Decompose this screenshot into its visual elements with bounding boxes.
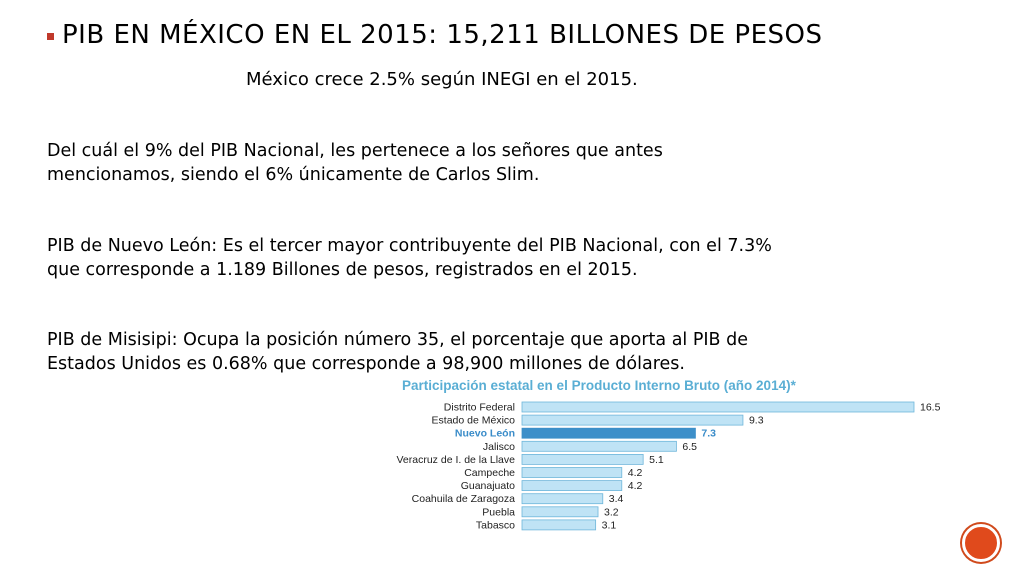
bar-value-label: 9.3 — [749, 415, 764, 427]
paragraph-line: Estados Unidos es 0.68% que corresponde … — [47, 354, 685, 374]
paragraph-line: que corresponde a 1.189 Billones de peso… — [47, 260, 638, 280]
slide-title-row: PIB EN MÉXICO EN EL 2015: 15,211 BILLONE… — [47, 20, 823, 50]
bar — [521, 480, 623, 491]
bar — [521, 519, 597, 531]
bar-value-label: 3.4 — [609, 493, 624, 505]
paragraph-2: PIB de Nuevo León: Es el tercer mayor co… — [47, 234, 772, 282]
bar-value-label: 4.2 — [628, 467, 643, 479]
paragraph-line: mencionamos, siendo el 6% únicamente de … — [47, 165, 540, 185]
bar — [521, 467, 623, 478]
gdp-bar-chart: Participación estatal en el Producto Int… — [360, 375, 960, 550]
category-label: Campeche — [464, 467, 515, 479]
category-label: Guanajuato — [461, 480, 515, 492]
category-label: Coahuila de Zaragoza — [412, 493, 515, 505]
bar-value-label: 3.2 — [604, 506, 619, 518]
paragraph-3: PIB de Misisipi: Ocupa la posición númer… — [47, 328, 748, 376]
chart-svg: Participación estatal en el Producto Int… — [397, 378, 941, 531]
category-label: Estado de México — [432, 415, 516, 427]
bar — [521, 414, 744, 426]
bar — [521, 427, 696, 439]
bar — [521, 493, 604, 505]
bar-value-label: 16.5 — [920, 402, 941, 414]
slide-subtitle: México crece 2.5% según INEGI en el 2015… — [246, 69, 638, 90]
bar — [521, 454, 644, 465]
category-label: Distrito Federal — [444, 402, 515, 414]
bar-value-label: 6.5 — [682, 441, 697, 453]
paragraph-1: Del cuál el 9% del PIB Nacional, les per… — [47, 139, 663, 187]
bar-value-label: 3.1 — [602, 519, 617, 531]
paragraph-line: Del cuál el 9% del PIB Nacional, les per… — [47, 141, 663, 161]
bar — [521, 401, 915, 413]
bar — [521, 506, 599, 518]
category-label: Puebla — [482, 506, 515, 518]
slide-number-badge — [962, 524, 1000, 562]
category-label: Jalisco — [483, 441, 515, 453]
paragraph-line: PIB de Nuevo León: Es el tercer mayor co… — [47, 236, 772, 256]
bar-value-label: 5.1 — [649, 454, 664, 466]
category-label: Tabasco — [476, 519, 515, 531]
bar-value-label: 4.2 — [628, 480, 643, 492]
category-label: Veracruz de I. de la Llave — [397, 454, 516, 466]
bar-value-label: 7.3 — [701, 428, 716, 440]
slide-title: PIB EN MÉXICO EN EL 2015: 15,211 BILLONE… — [62, 20, 823, 50]
bar — [521, 440, 677, 452]
paragraph-line: PIB de Misisipi: Ocupa la posición númer… — [47, 330, 748, 350]
chart-title: Participación estatal en el Producto Int… — [402, 378, 797, 393]
category-label: Nuevo León — [455, 428, 515, 440]
bullet-icon — [47, 32, 54, 40]
